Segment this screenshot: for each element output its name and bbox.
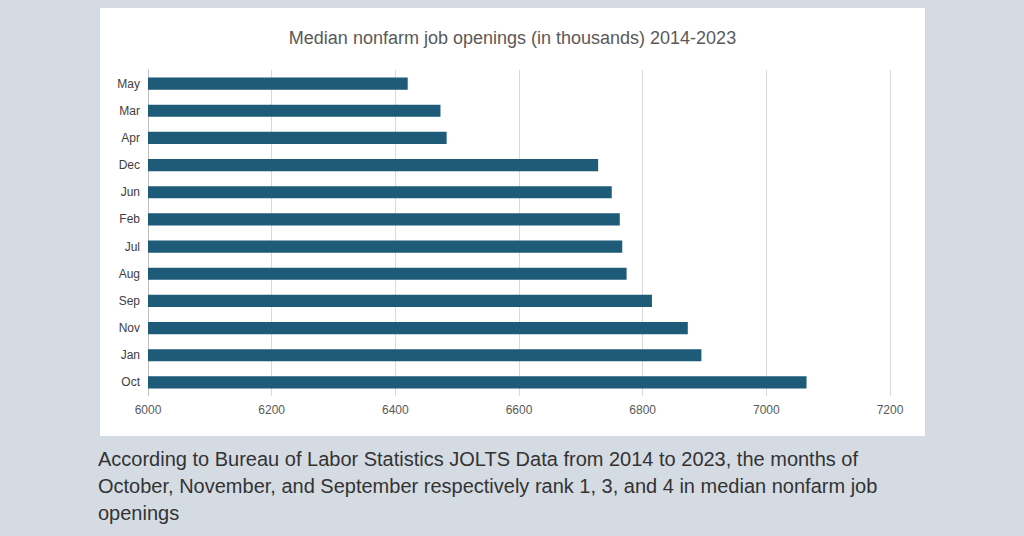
svg-text:May: May <box>117 77 140 91</box>
svg-text:7000: 7000 <box>753 403 780 417</box>
svg-text:6400: 6400 <box>382 403 409 417</box>
svg-text:Nov: Nov <box>119 321 140 335</box>
svg-text:6600: 6600 <box>506 403 533 417</box>
svg-text:Jul: Jul <box>125 240 140 254</box>
svg-text:Jun: Jun <box>121 185 140 199</box>
svg-text:6200: 6200 <box>258 403 285 417</box>
svg-text:Jan: Jan <box>121 348 140 362</box>
svg-text:7200: 7200 <box>877 403 904 417</box>
svg-text:Aug: Aug <box>119 267 140 281</box>
html-text:According to Bureau of Labor S: According to Bureau of Labor Statistics … <box>98 448 878 524</box>
svg-text:Feb: Feb <box>119 212 140 226</box>
svg-text:Sep: Sep <box>119 294 141 308</box>
svg-text:Mar: Mar <box>119 104 140 118</box>
svg-text:Oct: Oct <box>121 375 140 389</box>
svg-text:Apr: Apr <box>121 131 140 145</box>
svg-text:Dec: Dec <box>119 158 140 172</box>
svg-text:6000: 6000 <box>135 403 162 417</box>
svg-text:6800: 6800 <box>629 403 656 417</box>
svg-text:Median nonfarm job openings (i: Median nonfarm job openings (in thousand… <box>289 28 736 48</box>
